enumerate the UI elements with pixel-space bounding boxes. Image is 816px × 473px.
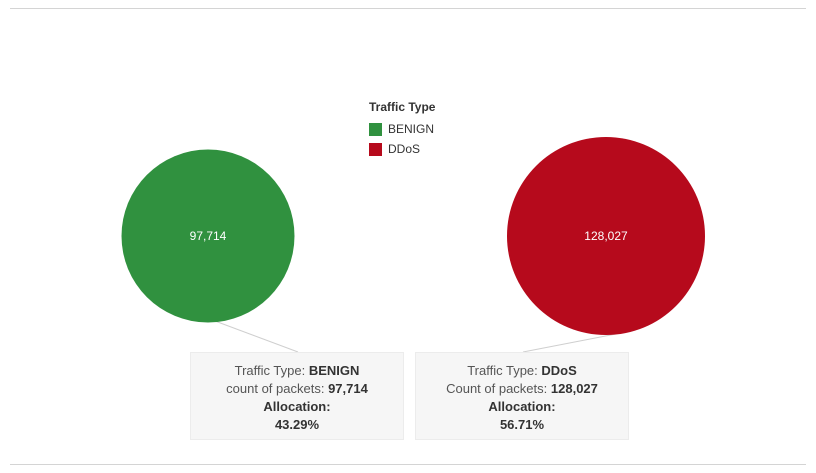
top-divider [10, 8, 806, 9]
legend-item-benign[interactable]: BENIGN [369, 119, 435, 139]
tooltip-ddos: Traffic Type: DDoS Count of packets: 128… [415, 352, 629, 440]
bottom-divider [10, 464, 806, 465]
tooltip-allocation-value: 43.29% [274, 417, 320, 432]
tooltip-allocation-label: Allocation: [488, 399, 556, 414]
pie-ddos[interactable] [507, 137, 705, 335]
legend-swatch-ddos [369, 142, 382, 156]
legend: Traffic Type BENIGN DDoS [369, 100, 435, 159]
leader-line-ddos [522, 333, 616, 353]
tooltip-type-row: Traffic Type: BENIGN [191, 362, 403, 380]
pie-label-ddos: 128,027 [584, 229, 628, 243]
tooltip-allocation-label: Allocation: [263, 399, 331, 414]
pie-label-benign: 97,714 [190, 229, 227, 243]
tooltip-allocation-value: 56.71% [499, 417, 545, 432]
tooltip-type-label: Traffic Type: [467, 363, 538, 378]
leader-line-benign [216, 321, 299, 353]
tooltip-benign: Traffic Type: BENIGN count of packets: 9… [190, 352, 404, 440]
tooltip-type-value: DDoS [541, 363, 577, 378]
legend-label-benign: BENIGN [388, 122, 435, 136]
tooltip-count-value: 128,027 [550, 381, 598, 396]
tooltip-count-value: 97,714 [328, 381, 368, 396]
tooltip-count-label: Count of packets: [446, 381, 548, 396]
tooltip-count-row: count of packets: 97,714 [191, 380, 403, 398]
tooltip-type-row: Traffic Type: DDoS [416, 362, 628, 380]
tooltip-count-label: count of packets: [226, 381, 325, 396]
tooltip-type-label: Traffic Type: [234, 363, 306, 378]
legend-item-ddos[interactable]: DDoS [369, 139, 435, 159]
tooltip-type-value: BENIGN [308, 363, 360, 378]
pie-benign[interactable] [121, 149, 295, 323]
legend-title: Traffic Type [369, 100, 436, 114]
tooltip-count-row: Count of packets: 128,027 [416, 380, 628, 398]
legend-label-ddos: DDoS [388, 142, 421, 156]
legend-swatch-benign [369, 122, 382, 136]
